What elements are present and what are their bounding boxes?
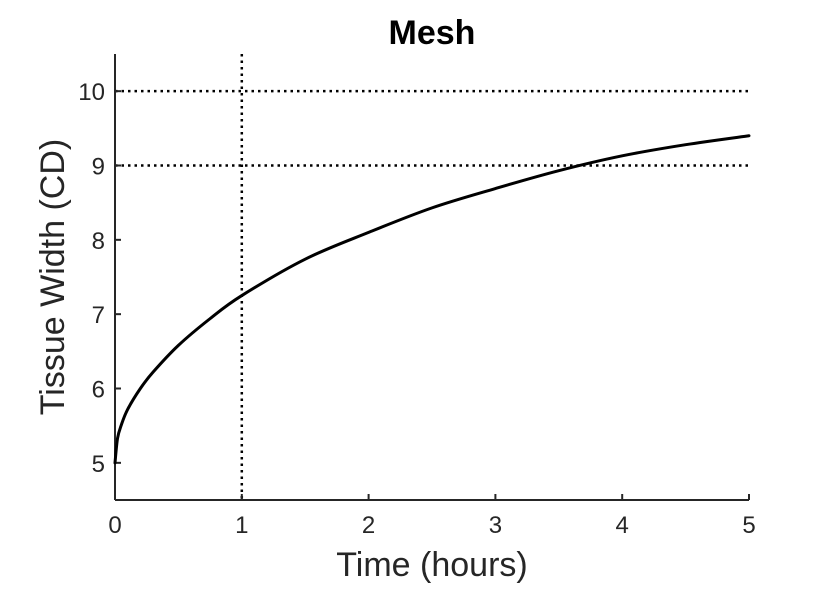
series-line bbox=[113, 134, 751, 465]
chart-title: Mesh bbox=[389, 14, 476, 52]
x-tick-label: 0 bbox=[108, 512, 121, 539]
y-tick-label: 10 bbox=[78, 79, 105, 106]
x-ticks: 0 1 2 3 4 5 bbox=[108, 494, 756, 539]
y-tick-label: 6 bbox=[92, 377, 105, 404]
y-tick-label: 5 bbox=[92, 451, 105, 478]
x-tick-label: 3 bbox=[489, 512, 502, 539]
reference-lines bbox=[115, 54, 749, 500]
series-group bbox=[113, 134, 751, 465]
y-ticks: 5 6 7 8 9 10 bbox=[78, 79, 121, 478]
x-tick-label: 1 bbox=[235, 512, 248, 539]
y-tick-label: 8 bbox=[92, 228, 105, 255]
y-axis-label: Tissue Width (CD) bbox=[34, 139, 72, 415]
x-axis-label: Time (hours) bbox=[336, 546, 527, 584]
x-tick-label: 4 bbox=[616, 512, 629, 539]
y-tick-label: 9 bbox=[92, 154, 105, 181]
x-tick-label: 5 bbox=[742, 512, 755, 539]
y-tick-label: 7 bbox=[92, 302, 105, 329]
x-tick-label: 2 bbox=[362, 512, 375, 539]
axes bbox=[114, 54, 749, 501]
